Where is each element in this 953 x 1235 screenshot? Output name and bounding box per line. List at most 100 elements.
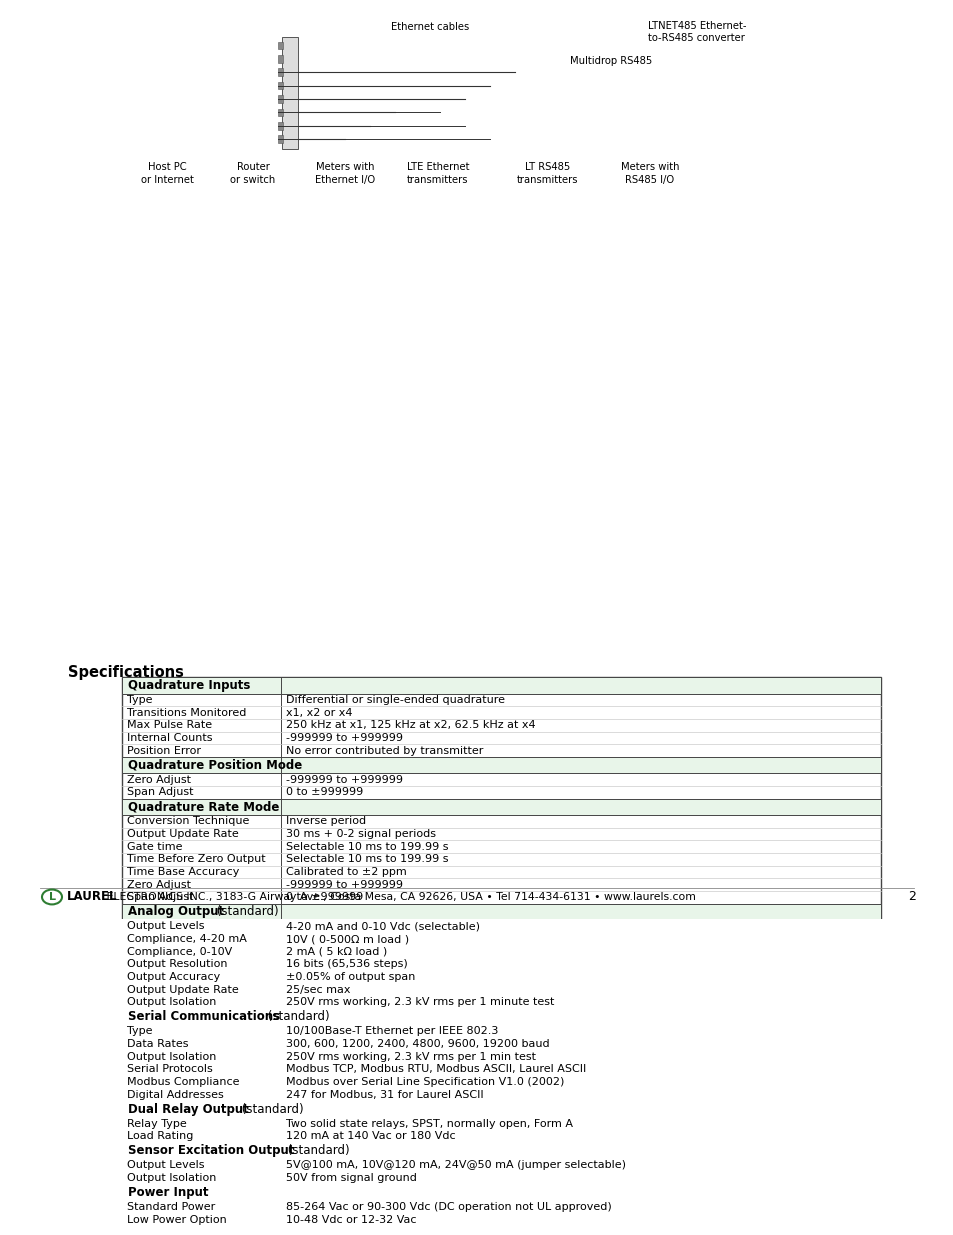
Text: Span Adjust: Span Adjust — [127, 788, 193, 798]
Text: Ethernet cables: Ethernet cables — [391, 22, 469, 32]
Text: Output Levels: Output Levels — [127, 921, 204, 931]
Text: Compliance, 4-20 mA: Compliance, 4-20 mA — [127, 934, 247, 944]
Text: Sensor Excitation Output: Sensor Excitation Output — [128, 1145, 294, 1157]
Bar — [122, 677, 881, 1226]
Text: Compliance, 0-10V: Compliance, 0-10V — [127, 947, 233, 957]
Bar — [122, 799, 881, 815]
Bar — [122, 1142, 881, 1158]
Text: 300, 600, 1200, 2400, 4800, 9600, 19200 baud: 300, 600, 1200, 2400, 4800, 9600, 19200 … — [286, 1039, 550, 1049]
Text: Meters with
RS485 I/O: Meters with RS485 I/O — [620, 162, 679, 185]
Text: LAUREL: LAUREL — [67, 890, 117, 904]
Text: 250V rms working, 2.3 kV rms per 1 min test: 250V rms working, 2.3 kV rms per 1 min t… — [286, 1052, 536, 1062]
Text: 30 ms + 0-2 signal periods: 30 ms + 0-2 signal periods — [286, 829, 436, 839]
Text: Time Before Zero Output: Time Before Zero Output — [127, 855, 266, 864]
Text: Multidrop RS485: Multidrop RS485 — [569, 56, 652, 65]
Text: Output Resolution: Output Resolution — [127, 960, 228, 969]
Text: LTE Ethernet
transmitters: LTE Ethernet transmitters — [406, 162, 469, 185]
Text: Output Update Rate: Output Update Rate — [127, 829, 238, 839]
Text: 120 mA at 140 Vac or 180 Vdc: 120 mA at 140 Vac or 180 Vdc — [286, 1131, 456, 1141]
Text: Conversion Technique: Conversion Technique — [127, 816, 250, 826]
Text: Calibrated to ±2 ppm: Calibrated to ±2 ppm — [286, 867, 407, 877]
Bar — [282, 37, 297, 149]
Bar — [277, 109, 283, 116]
Text: Output Levels: Output Levels — [127, 1161, 204, 1171]
Bar — [122, 904, 881, 920]
Text: Specifications: Specifications — [68, 664, 184, 679]
Text: x1, x2 or x4: x1, x2 or x4 — [286, 708, 353, 718]
Text: 10-48 Vdc or 12-32 Vac: 10-48 Vdc or 12-32 Vac — [286, 1215, 416, 1225]
Text: 2: 2 — [907, 890, 915, 904]
Bar — [122, 1100, 881, 1118]
Text: Gate time: Gate time — [127, 842, 182, 852]
Text: Transitions Monitored: Transitions Monitored — [127, 708, 246, 718]
Text: 0 to ±999999: 0 to ±999999 — [286, 788, 363, 798]
Bar — [277, 136, 283, 143]
Text: Quadrature Inputs: Quadrature Inputs — [128, 679, 251, 692]
Bar — [277, 56, 283, 63]
Text: 0 to ±999999: 0 to ±999999 — [286, 893, 363, 903]
Bar — [122, 757, 881, 773]
Text: Modbus Compliance: Modbus Compliance — [127, 1077, 239, 1087]
Text: Quadrature Position Mode: Quadrature Position Mode — [128, 758, 302, 772]
Text: ±0.05% of output span: ±0.05% of output span — [286, 972, 416, 982]
Text: 16 bits (65,536 steps): 16 bits (65,536 steps) — [286, 960, 408, 969]
Text: Zero Adjust: Zero Adjust — [127, 774, 191, 784]
Text: Inverse period: Inverse period — [286, 816, 366, 826]
Text: (standard): (standard) — [213, 905, 278, 919]
Bar — [277, 42, 283, 49]
Text: Low Power Option: Low Power Option — [127, 1215, 227, 1225]
Text: No error contributed by transmitter: No error contributed by transmitter — [286, 746, 483, 756]
Text: Relay Type: Relay Type — [127, 1119, 187, 1129]
Text: Output Update Rate: Output Update Rate — [127, 984, 238, 994]
Text: 25/sec max: 25/sec max — [286, 984, 351, 994]
Text: 85-264 Vac or 90-300 Vdc (DC operation not UL approved): 85-264 Vac or 90-300 Vdc (DC operation n… — [286, 1202, 612, 1212]
Text: (standard): (standard) — [284, 1145, 349, 1157]
Text: Type: Type — [127, 1026, 152, 1036]
Bar — [122, 677, 881, 694]
Text: Selectable 10 ms to 199.99 s: Selectable 10 ms to 199.99 s — [286, 842, 449, 852]
Text: Meters with
Ethernet I/O: Meters with Ethernet I/O — [314, 162, 375, 185]
Bar — [277, 68, 283, 75]
Text: Modbus TCP, Modbus RTU, Modbus ASCII, Laurel ASCII: Modbus TCP, Modbus RTU, Modbus ASCII, La… — [286, 1065, 586, 1074]
Text: 250 kHz at x1, 125 kHz at x2, 62.5 kHz at x4: 250 kHz at x1, 125 kHz at x2, 62.5 kHz a… — [286, 720, 536, 730]
Text: Selectable 10 ms to 199.99 s: Selectable 10 ms to 199.99 s — [286, 855, 449, 864]
Text: Output Isolation: Output Isolation — [127, 998, 216, 1008]
Text: (standard): (standard) — [238, 1103, 304, 1115]
Bar — [122, 1009, 881, 1025]
Bar — [277, 95, 283, 103]
Text: Time Base Accuracy: Time Base Accuracy — [127, 867, 239, 877]
Text: Serial Communications: Serial Communications — [128, 1010, 280, 1024]
Bar — [122, 1184, 881, 1200]
Text: Type: Type — [127, 695, 152, 705]
Text: Max Pulse Rate: Max Pulse Rate — [127, 720, 212, 730]
Text: Dual Relay Output: Dual Relay Output — [128, 1103, 249, 1115]
Bar — [277, 122, 283, 130]
Text: LTNET485 Ethernet-
to-RS485 converter: LTNET485 Ethernet- to-RS485 converter — [647, 21, 745, 43]
Text: 10V ( 0-500Ω m load ): 10V ( 0-500Ω m load ) — [286, 934, 409, 944]
Text: L: L — [49, 892, 55, 902]
Text: 5V@100 mA, 10V@120 mA, 24V@50 mA (jumper selectable): 5V@100 mA, 10V@120 mA, 24V@50 mA (jumper… — [286, 1161, 626, 1171]
Text: 2 mA ( 5 kΩ load ): 2 mA ( 5 kΩ load ) — [286, 947, 387, 957]
Text: Load Rating: Load Rating — [127, 1131, 193, 1141]
Text: Output Accuracy: Output Accuracy — [127, 972, 220, 982]
Text: Quadrature Rate Mode: Quadrature Rate Mode — [128, 800, 279, 814]
Text: -999999 to +999999: -999999 to +999999 — [286, 774, 403, 784]
Text: 250V rms working, 2.3 kV rms per 1 minute test: 250V rms working, 2.3 kV rms per 1 minut… — [286, 998, 555, 1008]
Text: LT RS485
transmitters: LT RS485 transmitters — [517, 162, 578, 185]
Text: Data Rates: Data Rates — [127, 1039, 189, 1049]
Text: (standard): (standard) — [264, 1010, 330, 1024]
Text: Router
or switch: Router or switch — [230, 162, 275, 185]
Text: Analog Output: Analog Output — [128, 905, 224, 919]
Text: Power Input: Power Input — [128, 1186, 209, 1199]
Text: Host PC
or Internet: Host PC or Internet — [140, 162, 193, 185]
Text: Two solid state relays, SPST, normally open, Form A: Two solid state relays, SPST, normally o… — [286, 1119, 573, 1129]
Text: -999999 to +999999: -999999 to +999999 — [286, 734, 403, 743]
Text: 4-20 mA and 0-10 Vdc (selectable): 4-20 mA and 0-10 Vdc (selectable) — [286, 921, 480, 931]
Text: ELECTRONICS INC., 3183-G Airway Ave., Costa Mesa, CA 92626, USA • Tel 714-434-61: ELECTRONICS INC., 3183-G Airway Ave., Co… — [103, 892, 695, 902]
Text: 247 for Modbus, 31 for Laurel ASCII: 247 for Modbus, 31 for Laurel ASCII — [286, 1089, 483, 1099]
Text: 50V from signal ground: 50V from signal ground — [286, 1173, 416, 1183]
Text: -999999 to +999999: -999999 to +999999 — [286, 879, 403, 889]
Text: Modbus over Serial Line Specification V1.0 (2002): Modbus over Serial Line Specification V1… — [286, 1077, 564, 1087]
Text: Internal Counts: Internal Counts — [127, 734, 213, 743]
Text: Output Isolation: Output Isolation — [127, 1052, 216, 1062]
